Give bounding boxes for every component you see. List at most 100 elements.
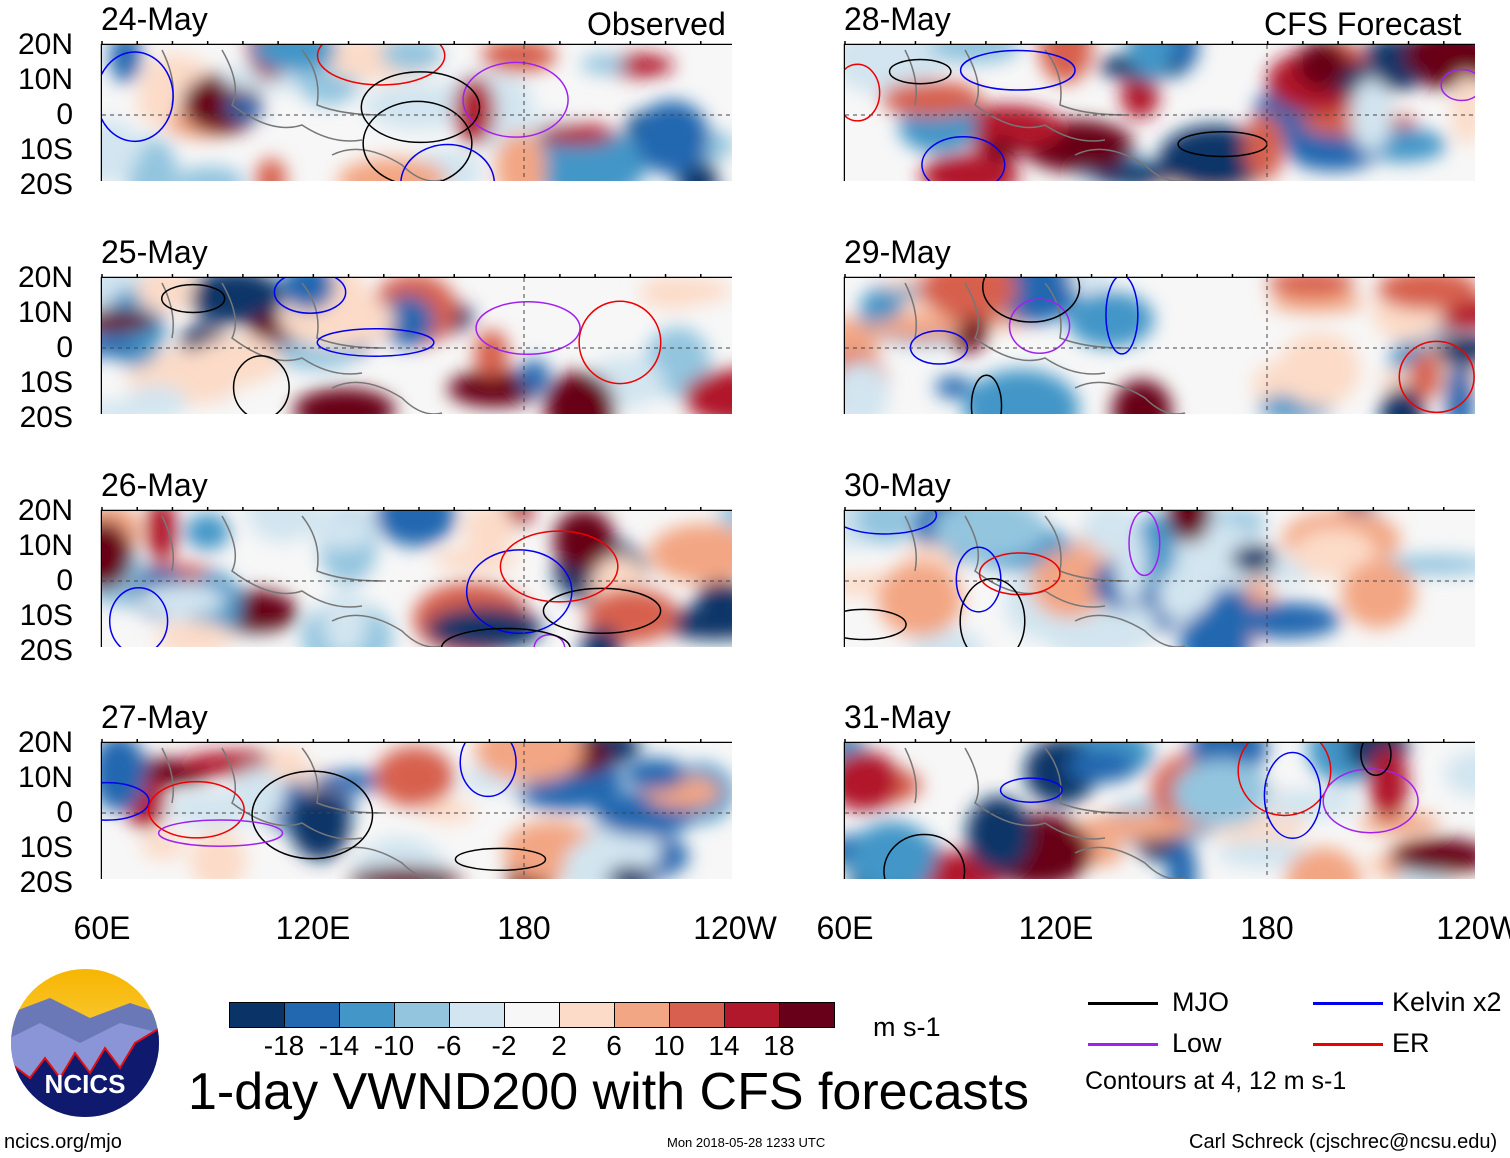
map-panel (843, 739, 1475, 879)
wind-anomaly-blob (310, 514, 374, 550)
wind-anomaly-blob (845, 750, 899, 812)
wind-anomaly-blob (348, 866, 461, 879)
wind-anomaly-blob (1444, 362, 1475, 414)
lat-label: 10N (17, 63, 73, 96)
wind-anomaly-blob (102, 743, 146, 812)
wave-contour (845, 608, 907, 641)
coastline (904, 747, 1186, 879)
wave-contour (533, 633, 566, 647)
lon-label: 180 (1240, 910, 1294, 946)
wind-anomaly-blob (1076, 813, 1192, 841)
wind-anomaly-blob (1172, 759, 1271, 827)
contour-note: Contours at 4, 12 m s-1 (1085, 1067, 1347, 1095)
wind-anomaly-blob (1390, 838, 1475, 875)
wind-anomaly-blob (136, 278, 194, 314)
wind-anomaly-blob (859, 290, 904, 322)
wave-contour (147, 780, 245, 839)
wind-anomaly-blob (189, 829, 247, 879)
lat-label: 20N (17, 494, 73, 527)
wave-contour (499, 530, 619, 603)
wind-anomaly-blob (426, 606, 543, 647)
wind-anomaly-blob (1358, 812, 1440, 834)
wave-contour (362, 100, 473, 181)
wind-anomaly-blob (224, 96, 263, 120)
wind-anomaly-blob (669, 278, 731, 303)
colorbar-label: -18 (263, 1030, 305, 1061)
wind-anomaly-blob (696, 580, 732, 616)
wind-anomaly-blob (1408, 350, 1442, 400)
colorbar-label: 14 (708, 1030, 740, 1061)
wind-anomaly-blob (634, 100, 710, 175)
wind-anomaly-blob (920, 153, 1020, 181)
wave-contour (160, 283, 226, 314)
wind-anomaly-blob (877, 561, 963, 638)
colorbar-swatch (394, 1002, 450, 1028)
colorbar-swatch (504, 1002, 560, 1028)
colorbar-label: -10 (373, 1030, 415, 1061)
wind-anomaly-blob (1444, 751, 1475, 797)
wind-anomaly-blob (380, 45, 443, 71)
panel-date: 25-May (101, 234, 208, 270)
wind-anomaly-blob (1259, 788, 1360, 819)
legend-line-kelvin (1313, 1002, 1383, 1005)
panel-date: 30-May (844, 467, 951, 503)
footer-timestamp: Mon 2018-05-28 1233 UTC (667, 1135, 826, 1150)
panel-date: 26-May (101, 467, 208, 503)
wind-anomaly-blob (474, 743, 585, 782)
wave-contour (959, 49, 1076, 91)
lat-label: 20N (17, 28, 73, 61)
panel-date: 28-May (844, 1, 951, 37)
wind-anomaly-blob (945, 105, 1065, 151)
colorbar-label: -14 (318, 1030, 360, 1061)
map-panel (843, 41, 1475, 181)
map-panel (843, 507, 1475, 647)
coastline (161, 747, 443, 879)
lat-label: 20N (17, 726, 73, 759)
wind-anomaly-blob (683, 369, 732, 414)
wind-anomaly-blob (155, 620, 234, 647)
wave-contour (1322, 768, 1419, 834)
wind-anomaly-blob (562, 837, 630, 879)
lat-label: 10S (19, 831, 73, 864)
wave-contour (440, 627, 571, 647)
colorbar-label: 10 (653, 1030, 685, 1061)
wind-anomaly-blob (447, 370, 542, 407)
wind-anomaly-blob (293, 388, 396, 414)
coastline (904, 282, 1186, 414)
wind-anomaly-blob (132, 156, 170, 181)
wind-anomaly-blob (1180, 605, 1251, 647)
wind-anomaly-blob (136, 584, 226, 616)
colorbar-units: m s-1 (873, 1012, 941, 1042)
wind-anomaly-blob (855, 511, 919, 545)
colorbar-swatch (229, 1002, 285, 1028)
wind-anomaly-blob (1158, 124, 1271, 181)
lat-label: 0 (56, 98, 73, 131)
wave-contour (1008, 298, 1071, 355)
lat-label: 0 (56, 564, 73, 597)
wind-anomaly-blob (187, 278, 284, 325)
wind-anomaly-blob (1167, 511, 1211, 543)
colorbar-swatch (724, 1002, 780, 1028)
wave-contour (1263, 751, 1322, 840)
lon-label: 120W (693, 910, 777, 946)
lat-label: 20S (19, 866, 73, 899)
colorbar-swatch (669, 1002, 725, 1028)
colorbar-swatch (779, 1002, 835, 1028)
colorbar-label: -6 (436, 1030, 462, 1061)
panel-date: 31-May (844, 699, 951, 735)
wind-anomaly-blob (1267, 278, 1356, 297)
wind-anomaly-blob (184, 513, 230, 551)
wind-anomaly-blob (1066, 291, 1154, 348)
wave-contour (888, 58, 952, 85)
wind-anomaly-blob (375, 511, 457, 547)
wind-anomaly-blob (553, 511, 615, 572)
map-panel (843, 274, 1475, 414)
wind-anomaly-blob (1157, 568, 1205, 622)
wind-anomaly-blob (1244, 114, 1284, 181)
wave-contour (1128, 511, 1161, 577)
wave-contour (360, 71, 481, 144)
wave-contour (845, 511, 938, 535)
lat-label: 20S (19, 168, 73, 201)
legend-line-er (1313, 1043, 1383, 1046)
lat-label: 0 (56, 331, 73, 364)
